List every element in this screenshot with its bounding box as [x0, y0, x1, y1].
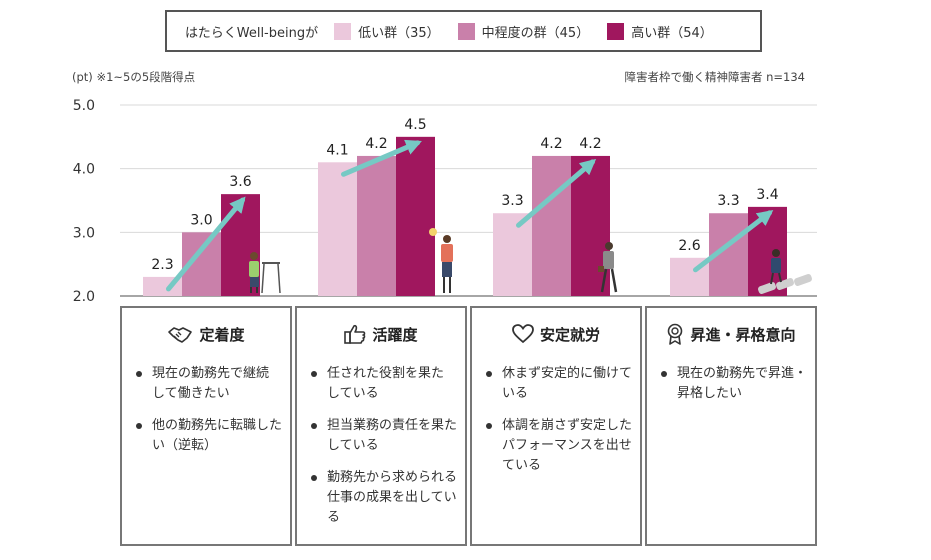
data-label: 3.3 [501, 193, 523, 209]
data-label: 3.3 [717, 193, 739, 209]
walking-businessperson-illustration [598, 242, 618, 293]
legend-label-high: 高い群（54） [631, 25, 713, 41]
panel-title: 定着度 [199, 325, 245, 344]
data-label: 3.4 [756, 187, 778, 203]
data-label: 4.1 [326, 142, 348, 158]
data-label: 3.6 [229, 174, 251, 190]
award-icon [668, 323, 683, 345]
legend-label-low: 低い群（35） [358, 25, 440, 41]
data-label: 2.6 [678, 238, 700, 254]
y-tick-label: 3.0 [73, 225, 95, 241]
legend-title: はたらくWell-beingが [185, 25, 319, 41]
panel-title: 活躍度 [372, 325, 418, 344]
panel-stable-work: 安定就労 休まず安定的に働けている 体調を崩さず安定したパフォーマンスを出せてい… [470, 306, 642, 546]
legend-swatch-mid [457, 22, 475, 40]
panel-list: 任された役割を果たしている 担当業務の責任を果たしている 勤務先から求められる仕… [297, 364, 465, 528]
y-tick-label: 2.0 [73, 289, 95, 305]
data-label: 4.5 [404, 117, 426, 133]
panel-retention: 定着度 現在の勤務先で継続して働きたい 他の勤務先に転職したい（逆転） [120, 306, 292, 546]
legend-item-high: 高い群（54） [607, 22, 713, 41]
bar-1-2 [396, 136, 435, 296]
bar-chart: 5.0 4.0 3.0 2.0 2.3 3.0 3.6 4.1 4.2 4.5 3.3 4.2 4.2 2… [73, 98, 817, 305]
data-label: 4.2 [365, 136, 387, 152]
data-label: 2.3 [151, 257, 173, 273]
legend: はたらくWell-beingが 低い群（35） 中程度の群（45） 高い群（54… [165, 10, 762, 52]
data-label: 3.0 [190, 212, 212, 228]
legend-item-mid: 中程度の群（45） [457, 22, 590, 41]
list-item: 体調を崩さず安定したパフォーマンスを出せている [486, 416, 632, 476]
list-item: 任された役割を果たしている [311, 364, 457, 404]
panel-title: 昇進・昇格意向 [690, 325, 796, 344]
legend-label-mid: 中程度の群（45） [481, 25, 590, 41]
trend-arrow [341, 139, 422, 177]
trend-arrow [166, 196, 246, 292]
heart-icon [512, 324, 534, 344]
data-label: 4.2 [540, 136, 562, 152]
bar-1-0 [318, 162, 357, 296]
panel-title: 安定就労 [539, 325, 600, 344]
handshake-icon [168, 327, 193, 343]
trend-arrow [693, 209, 774, 273]
list-item: 勤務先から求められる仕事の成果を出している [311, 468, 457, 528]
list-item: 他の勤務先に転職したい（逆転） [136, 416, 282, 456]
bar-1-1 [357, 155, 396, 296]
person-on-steps-illustration [758, 249, 812, 294]
y-tick-label: 5.0 [73, 98, 95, 114]
thumbs-up-icon [344, 324, 366, 344]
person-with-lightbulb-illustration [429, 228, 453, 293]
data-label: 4.2 [579, 136, 601, 152]
list-item: 休まず安定的に働けている [486, 364, 632, 404]
panel-promotion: 昇進・昇格意向 現在の勤務先で昇進・昇格したい [645, 306, 817, 546]
legend-swatch-low [334, 22, 352, 40]
legend-swatch-high [607, 22, 625, 40]
trend-arrow [516, 158, 597, 228]
legend-item-low: 低い群（35） [334, 22, 440, 41]
bar-2-1 [532, 155, 571, 296]
list-item: 現在の勤務先で昇進・昇格したい [661, 364, 807, 404]
panel-engagement: 活躍度 任された役割を果たしている 担当業務の責任を果たしている 勤務先から求め… [295, 306, 467, 546]
list-item: 担当業務の責任を果たしている [311, 416, 457, 456]
unit-note: (pt) ※1~5の5段階得点 [72, 70, 196, 84]
list-item: 現在の勤務先で継続して働きたい [136, 364, 282, 404]
bar-2-2 [571, 155, 610, 296]
y-tick-label: 4.0 [73, 162, 95, 178]
sample-note: 障害者枠で働く精神障害者 n=134 [624, 70, 805, 84]
person-at-desk-illustration [249, 252, 281, 294]
panel-list: 現在の勤務先で昇進・昇格したい [647, 364, 815, 404]
panel-list: 休まず安定的に働けている 体調を崩さず安定したパフォーマンスを出せている [472, 364, 640, 476]
panel-list: 現在の勤務先で継続して働きたい 他の勤務先に転職したい（逆転） [122, 364, 290, 456]
bar-2-0 [493, 213, 532, 296]
